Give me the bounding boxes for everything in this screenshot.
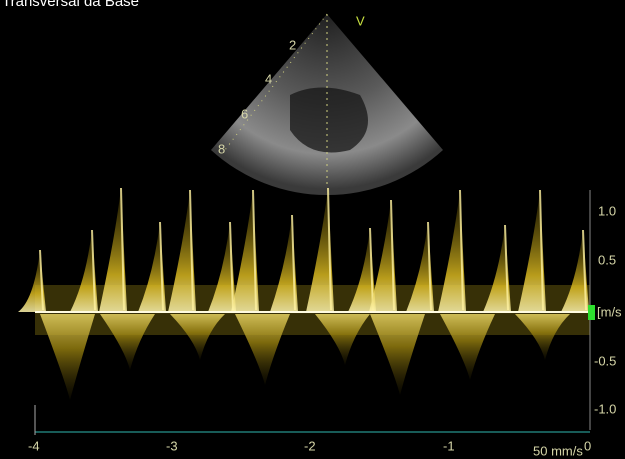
reverse-flow — [315, 314, 370, 365]
flow-peak — [189, 189, 194, 311]
flow-peak — [539, 189, 544, 311]
flow-peak — [229, 221, 234, 311]
velocity-label: -1.0 — [594, 401, 616, 416]
flow-envelope — [518, 190, 546, 312]
probe-marker: V — [356, 13, 365, 28]
flow-envelope — [483, 225, 511, 312]
flow-peak — [159, 221, 164, 311]
flow-envelope — [208, 222, 236, 312]
time-label: -1 — [443, 438, 455, 453]
reverse-flow — [370, 314, 425, 395]
flow-peak — [369, 227, 374, 311]
flow-envelope — [231, 190, 259, 312]
time-label: -3 — [166, 438, 178, 453]
flow-peak — [327, 187, 332, 311]
flow-peak — [390, 199, 395, 311]
velocity-label: 0.5 — [598, 252, 616, 267]
flow-envelope — [369, 200, 397, 312]
flow-peak — [504, 224, 509, 311]
depth-label: 6 — [241, 106, 248, 121]
reverse-flow — [40, 314, 95, 400]
flow-peak — [459, 189, 464, 311]
sweep-speed: 50 mm/s — [533, 443, 583, 458]
velocity-label: -0.5 — [594, 353, 616, 368]
depth-label: 2 — [289, 37, 296, 52]
baseline-marker — [588, 305, 595, 320]
reverse-flow — [440, 314, 495, 380]
velocity-unit: [m/s — [597, 304, 622, 319]
flow-envelope — [406, 222, 434, 312]
doppler-spectrum — [18, 187, 590, 400]
flow-envelope — [70, 230, 98, 312]
flow-envelope — [270, 215, 298, 312]
time-label: -2 — [304, 438, 316, 453]
flow-envelope — [348, 228, 376, 312]
velocity-label: 1.0 — [598, 203, 616, 218]
reverse-flow — [515, 314, 570, 360]
flow-peak — [427, 221, 432, 311]
flow-envelope — [138, 222, 166, 312]
flow-envelope — [18, 250, 46, 312]
reverse-flow — [100, 314, 155, 370]
flow-peak — [291, 214, 296, 311]
flow-peak — [252, 189, 257, 311]
flow-peak — [120, 187, 125, 311]
echo-chamber — [290, 87, 368, 153]
flow-envelope — [561, 230, 589, 312]
reverse-flow — [170, 314, 225, 360]
flow-peak — [582, 229, 587, 311]
flow-envelope — [438, 190, 466, 312]
depth-label: 8 — [218, 141, 225, 156]
flow-envelope — [306, 188, 334, 312]
flow-envelope — [99, 188, 127, 312]
title: Transversal da Base — [2, 0, 139, 10]
flow-peak — [91, 229, 96, 311]
time-label: -4 — [28, 438, 40, 453]
depth-ruler — [224, 13, 328, 151]
time-label: 0 — [584, 438, 591, 453]
depth-label: 4 — [265, 71, 272, 86]
flow-peak — [39, 249, 44, 311]
reverse-flow — [235, 314, 290, 385]
flow-envelope — [168, 190, 196, 312]
